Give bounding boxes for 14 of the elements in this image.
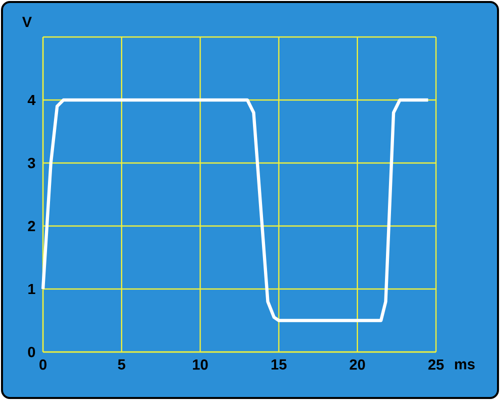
x-tick-label: 25 xyxy=(428,359,444,370)
line-series xyxy=(41,98,430,322)
x-tick-label: 0 xyxy=(40,359,46,370)
x-tick-label: 5 xyxy=(118,359,126,370)
y-tick-label: 4 xyxy=(28,94,36,106)
y-axis-title: V xyxy=(22,16,32,27)
y-tick-label: 0 xyxy=(28,346,36,358)
x-tick-label: 20 xyxy=(350,359,365,370)
x-tick-label: 15 xyxy=(272,359,287,370)
y-tick-label: 2 xyxy=(28,220,36,232)
x-axis-title: ms xyxy=(455,361,475,370)
x-tick-label: 10 xyxy=(192,359,208,370)
y-tick-label: 3 xyxy=(28,158,36,168)
y-tick-label: 1 xyxy=(28,284,36,294)
